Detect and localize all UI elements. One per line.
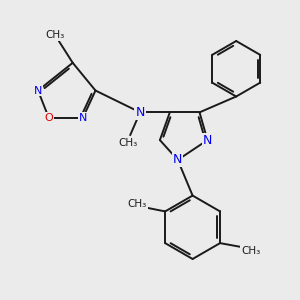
Text: N: N — [203, 134, 212, 147]
Text: N: N — [135, 106, 145, 119]
Text: N: N — [173, 153, 182, 167]
Text: N: N — [78, 113, 87, 123]
Text: CH₃: CH₃ — [118, 138, 138, 148]
Text: CH₃: CH₃ — [128, 200, 147, 209]
Text: N: N — [34, 85, 42, 96]
Text: CH₃: CH₃ — [241, 246, 260, 256]
Text: CH₃: CH₃ — [45, 30, 64, 40]
Text: O: O — [45, 113, 53, 123]
